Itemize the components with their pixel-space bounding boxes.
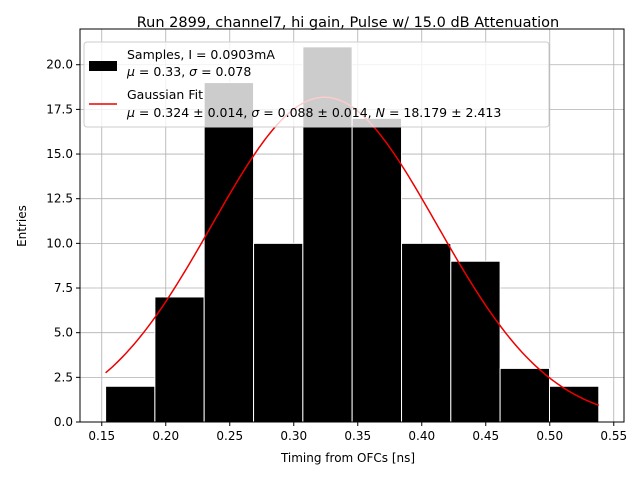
legend: Samples, I = 0.0903mA μ = 0.33, σ = 0.07… [83, 41, 550, 128]
legend-fit-n: N [376, 105, 386, 120]
histogram-bar [253, 242, 304, 423]
x-tick-label: 0.50 [536, 429, 563, 443]
y-tick-label: 15.0 [46, 147, 73, 161]
chart-title: Run 2899, channel7, hi gain, Pulse w/ 15… [137, 15, 560, 31]
legend-fit-line2: μ = 0.324 ± 0.014, σ = 0.088 ± 0.014, N … [126, 105, 501, 120]
legend-fit-n-value: = 18.179 ± 2.413 [385, 105, 501, 120]
legend-hist-sigma-value: = 0.078 [197, 64, 251, 79]
y-tick-label: 5.0 [54, 326, 73, 340]
x-tick-label: 0.30 [280, 429, 307, 443]
legend-hist-mu: μ [126, 64, 135, 79]
x-tick-label: 0.40 [408, 429, 435, 443]
x-axis-ticks: 0.15 0.20 0.25 0.30 0.35 0.40 0.45 0.50 0.55 [88, 422, 627, 443]
histogram-bar [154, 296, 205, 423]
y-tick-label: 10.0 [46, 236, 73, 250]
y-axis-ticks: 0.0 2.5 5.0 7.5 10.0 12.5 15.0 17.5 20.0 [46, 58, 80, 429]
histogram-bar [351, 117, 403, 423]
x-tick-label: 0.20 [152, 429, 179, 443]
histogram-bar [401, 242, 452, 423]
legend-frame [83, 41, 550, 128]
histogram-bar [450, 260, 501, 423]
x-tick-label: 0.45 [472, 429, 499, 443]
legend-hist-mu-value: = 0.33, [135, 64, 189, 79]
x-tick-label: 0.15 [88, 429, 115, 443]
y-tick-label: 20.0 [46, 58, 73, 72]
y-tick-label: 12.5 [46, 192, 73, 206]
plot-frame [79, 28, 625, 423]
legend-hist-line2: μ = 0.33, σ = 0.078 [126, 64, 251, 79]
x-tick-label: 0.55 [600, 429, 627, 443]
legend-fit-mu-value: = 0.324 ± 0.014, [135, 105, 251, 120]
x-axis-label: Timing from OFCs [ns] [280, 451, 415, 465]
y-axis-label: Entries [15, 205, 29, 247]
legend-hist-line1: Samples, I = 0.0903mA [127, 47, 275, 62]
legend-hist-swatch [89, 61, 117, 71]
legend-hist-sigma: σ [189, 64, 198, 79]
x-tick-label: 0.25 [216, 429, 243, 443]
histogram-bar [549, 385, 600, 423]
histogram-bars [105, 46, 600, 423]
y-tick-label: 2.5 [54, 370, 73, 384]
x-tick-label: 0.35 [344, 429, 371, 443]
histogram-bar [203, 82, 255, 423]
legend-fit-sigma-value: = 0.088 ± 0.014, [259, 105, 375, 120]
histogram-bar [105, 385, 156, 423]
legend-fit-mu: μ [126, 105, 135, 120]
y-tick-label: 0.0 [54, 415, 73, 429]
histogram-bar [499, 367, 551, 423]
y-tick-label: 7.5 [54, 281, 73, 295]
legend-fit-sigma: σ [251, 105, 260, 120]
legend-fit-line1: Gaussian Fit [127, 87, 203, 102]
y-tick-label: 17.5 [46, 102, 73, 116]
